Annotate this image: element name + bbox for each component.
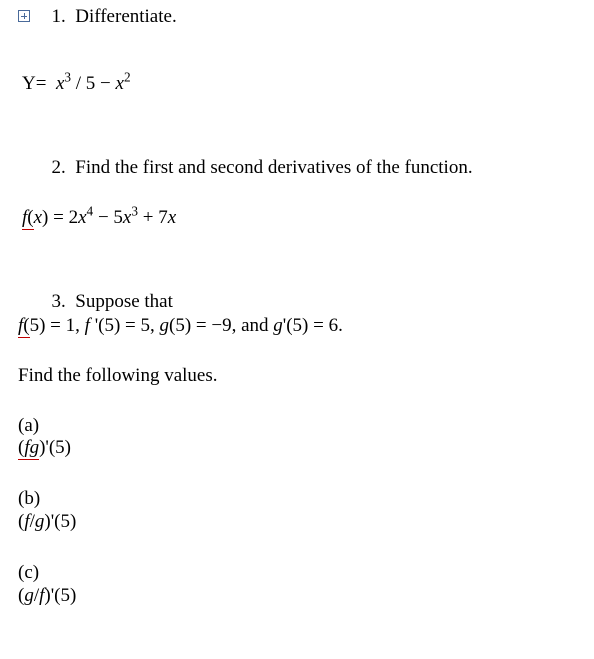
a-close: )'(5) — [39, 437, 71, 458]
q3-p1: 5) = 1, — [30, 315, 85, 336]
q2-x: x — [34, 207, 42, 228]
q2-x2: x — [78, 207, 86, 228]
part-c-label: (c) — [18, 562, 584, 585]
part-b-label: (b) — [18, 488, 584, 511]
q3-title-text: Suppose that — [75, 291, 173, 312]
q2-eq: ) = 2 — [42, 207, 78, 228]
a-g: g — [30, 437, 40, 458]
c-g: g — [24, 585, 34, 606]
q2-heading: 2. Find the first and second derivatives… — [42, 157, 584, 179]
part-c-expr: (g/f)'(5) — [18, 585, 584, 608]
q3-g: g — [160, 315, 170, 336]
q1-number: 1. — [52, 6, 66, 27]
q2-x4: x — [168, 207, 176, 228]
q1-div: / 5 − — [71, 73, 116, 94]
q1-title-text: Differentiate. — [75, 6, 176, 27]
q2-e3: 3 — [131, 203, 138, 218]
b-g: g — [35, 511, 45, 532]
q3-part-a: (a) (fg)'(5) — [18, 415, 584, 461]
q3-part-b: (b) (f/g)'(5) — [18, 488, 584, 534]
q1-lhs: Y= — [22, 73, 46, 94]
q3-given: f(5) = 1, f '(5) = 5, g(5) = −9, and g'(… — [18, 315, 584, 337]
part-a-label: (a) — [18, 415, 584, 438]
q3-pr2: '(5) = 6. — [283, 315, 343, 336]
b-close: )'(5) — [44, 511, 76, 532]
part-a-expr: (fg)'(5) — [18, 437, 584, 460]
part-b-expr: (f/g)'(5) — [18, 511, 584, 534]
q2-m1: − 5 — [93, 207, 123, 228]
document-content: 1. Differentiate. Y= x3 / 5 − x2 2. Find… — [18, 4, 584, 607]
q1-equation: Y= x3 / 5 − x2 — [22, 73, 584, 95]
q3-gp: g — [273, 315, 283, 336]
q3-find: Find the following values. — [18, 365, 584, 387]
c-close: )'(5) — [44, 585, 76, 606]
q1-heading: 1. Differentiate. — [42, 4, 584, 31]
q2-equation: f(x) = 2x4 − 5x3 + 7x — [22, 207, 584, 229]
q1-x2: x — [116, 73, 124, 94]
q3-number: 3. — [52, 291, 66, 312]
q2-m2: + 7 — [138, 207, 168, 228]
q3-fp: f — [85, 315, 95, 336]
q2-title-text: Find the first and second derivatives of… — [75, 157, 472, 178]
q2-number: 2. — [52, 157, 66, 178]
q1-exp2: 2 — [124, 69, 131, 84]
q3-part-c: (c) (g/f)'(5) — [18, 562, 584, 608]
q3-heading: 3. Suppose that — [42, 291, 584, 313]
q3-pr: '( — [95, 315, 105, 336]
q3-and: and — [241, 315, 273, 336]
q3-p2: 5) = 5, — [104, 315, 159, 336]
anchor-icon — [18, 10, 30, 22]
q3-o2: (5) = −9, — [169, 315, 241, 336]
